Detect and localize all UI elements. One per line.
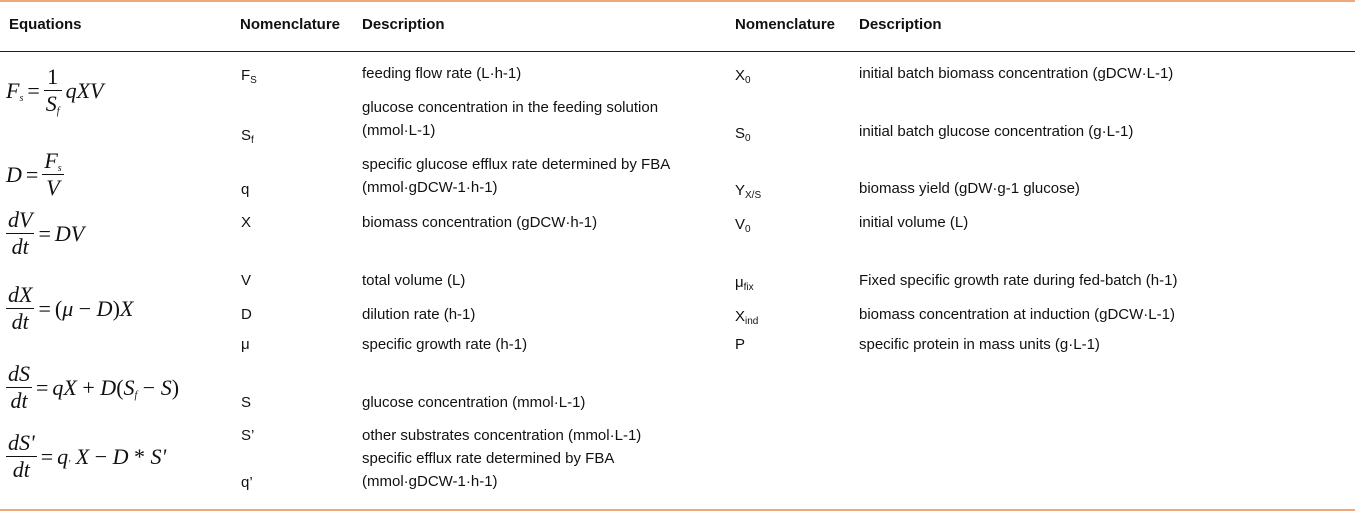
header-nomenclature-2: Nomenclature: [735, 16, 836, 33]
symbol-x0: X0: [735, 67, 751, 86]
desc-yxs: biomass yield (gDW·g-1 glucose): [859, 180, 1080, 197]
desc-v0: initial volume (L): [859, 214, 969, 231]
desc-q-line2: (mmol·gDCW-1·h-1): [362, 179, 498, 196]
equation-dilution-rate: D = Fs V: [6, 148, 64, 200]
equation-other-substrates: dS' dt = q' X − D * S': [6, 430, 167, 482]
top-rule: [0, 0, 1355, 2]
header-rule: [0, 51, 1355, 52]
header-description-1: Description: [362, 16, 445, 33]
desc-s-prime: other substrates concentration (mmol·L-1…: [362, 427, 642, 444]
desc-d: dilution rate (h-1): [362, 306, 476, 323]
desc-s0: initial batch glucose concentration (g·L…: [859, 123, 1134, 140]
desc-mu-fix: Fixed specific growth rate during fed-ba…: [859, 272, 1178, 289]
symbol-mu-fix: μfix: [735, 274, 754, 293]
symbol-p: P: [735, 336, 746, 353]
desc-q-line1: specific glucose efflux rate determined …: [362, 156, 671, 173]
desc-feed-glucose-line1: glucose concentration in the feeding sol…: [362, 99, 659, 116]
equation-volume: dV dt = DV: [6, 207, 85, 259]
symbol-mu: μ: [241, 336, 250, 353]
desc-mu: specific growth rate (h-1): [362, 336, 528, 353]
desc-q-prime-line2: (mmol·gDCW-1·h-1): [362, 473, 498, 490]
header-description-2: Description: [859, 16, 942, 33]
symbol-d: D: [241, 306, 252, 323]
equation-biomass: dX dt = (μ − D)X: [6, 282, 134, 334]
symbol-x-ind: Xind: [735, 308, 759, 327]
symbol-v: V: [241, 272, 252, 289]
desc-feed-flow: feeding flow rate (L·h-1): [362, 65, 522, 82]
desc-x: biomass concentration (gDCW·h-1): [362, 214, 598, 231]
desc-p: specific protein in mass units (g·L-1): [859, 336, 1100, 353]
symbol-feed-flow: FS: [241, 67, 257, 86]
equation-feed-rate: Fs = 1 Sf qXV: [6, 64, 104, 117]
symbol-yxs: YX/S: [735, 182, 762, 201]
desc-q-prime-line1: specific efflux rate determined by FBA: [362, 450, 615, 467]
desc-feed-glucose-line2: (mmol·L-1): [362, 122, 436, 139]
header-equations: Equations: [9, 16, 82, 33]
desc-x-ind: biomass concentration at induction (gDCW…: [859, 306, 1175, 323]
desc-v: total volume (L): [362, 272, 466, 289]
symbol-v0: V0: [735, 216, 751, 235]
symbol-s-prime: S’: [241, 427, 255, 444]
equation-glucose: dS dt = qX + D(Sf − S): [6, 361, 180, 413]
bottom-rule: [0, 509, 1355, 511]
symbol-s0: S0: [735, 125, 751, 144]
symbol-s: S: [241, 394, 252, 411]
symbol-q: q: [241, 181, 250, 198]
symbol-x: X: [241, 214, 252, 231]
symbol-q-prime: q’: [241, 474, 253, 491]
desc-x0: initial batch biomass concentration (gDC…: [859, 65, 1174, 82]
symbol-feed-glucose: Sf: [241, 127, 254, 146]
header-nomenclature-1: Nomenclature: [240, 16, 341, 33]
desc-s: glucose concentration (mmol·L-1): [362, 394, 586, 411]
